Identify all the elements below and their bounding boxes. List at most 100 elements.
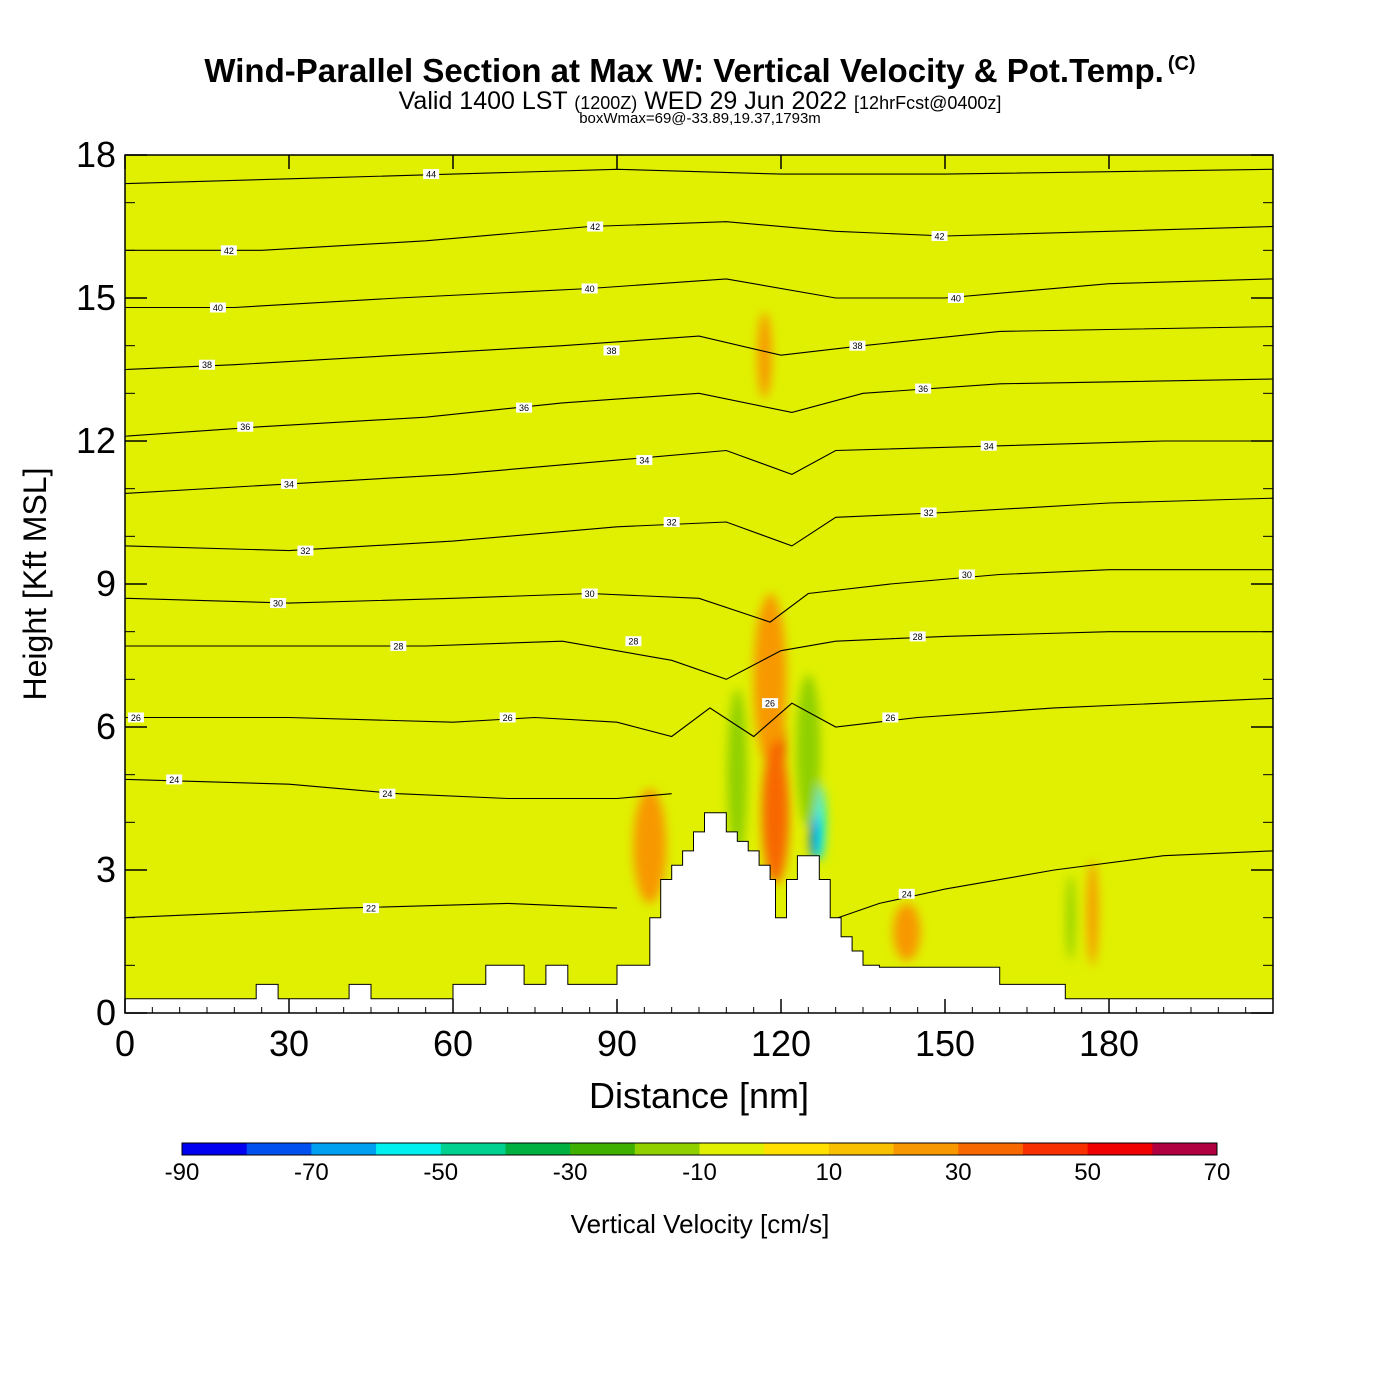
contour-label-bg xyxy=(166,774,183,785)
colorbar-swatch xyxy=(1022,1143,1089,1155)
colorbar-swatch xyxy=(1087,1143,1153,1155)
contour-label-44: 44 xyxy=(426,170,436,180)
contour-label-30: 30 xyxy=(962,570,972,580)
contour-label-32: 32 xyxy=(667,518,677,528)
x-tick-label: 150 xyxy=(915,1023,975,1064)
colorbar: -90 -70 -50 -30 -10 10 30 50 70 xyxy=(165,1142,1231,1186)
x-tick-label: 0 xyxy=(115,1023,135,1064)
contour-label-40: 40 xyxy=(951,294,961,304)
theta-contour-24 xyxy=(125,778,672,800)
colorbar-tick-label: -50 xyxy=(423,1159,458,1186)
contour-label-bg xyxy=(849,340,866,351)
colorbar-tick-label: 70 xyxy=(1204,1159,1231,1186)
colorbar-swatch xyxy=(764,1143,830,1155)
contour-label-32: 32 xyxy=(924,508,934,518)
valid-date: WED 29 Jun 2022 xyxy=(644,87,848,115)
contour-label-26: 26 xyxy=(885,713,895,723)
x-tick-label: 30 xyxy=(269,1023,309,1064)
contour-label-bg xyxy=(898,888,915,899)
y-tick-label: 9 xyxy=(96,563,116,604)
contour-label-bg xyxy=(423,169,440,180)
colorbar-swatch xyxy=(376,1143,442,1155)
valid-time: Valid 1400 LST xyxy=(398,87,568,115)
theta-contour-30 xyxy=(125,569,1273,623)
theta-contour-38 xyxy=(125,326,1273,371)
contour-label-24: 24 xyxy=(382,789,392,799)
x-tick-label: 180 xyxy=(1079,1023,1139,1064)
x-tick-label: 90 xyxy=(597,1023,637,1064)
contour-label-bg xyxy=(980,440,997,451)
contour-label-bg xyxy=(920,507,937,518)
contour-label-22: 22 xyxy=(366,904,376,914)
velocity-cell-9 xyxy=(810,812,818,861)
velocity-cell-7 xyxy=(1087,860,1099,966)
colorbar-tick-label: 30 xyxy=(945,1159,972,1186)
y-tick-label: 6 xyxy=(96,706,116,747)
contour-label-38: 38 xyxy=(607,346,617,356)
colorbar-swatch xyxy=(893,1143,959,1155)
contour-label-36: 36 xyxy=(519,403,529,413)
colorbar-frame xyxy=(181,1142,1218,1156)
contour-label-34: 34 xyxy=(284,479,294,489)
contour-label-bg xyxy=(297,545,314,556)
colorbar-swatch xyxy=(634,1143,700,1155)
contour-label-bg xyxy=(587,221,604,232)
contour-label-38: 38 xyxy=(853,341,863,351)
colorbar-swatch xyxy=(311,1143,377,1155)
colorbar-tick-label: -90 xyxy=(165,1159,200,1186)
contour-label-42: 42 xyxy=(935,232,945,242)
colorbar-tick-label: -30 xyxy=(553,1159,588,1186)
y-tick-label: 3 xyxy=(96,849,116,890)
contour-label-bg xyxy=(882,712,899,723)
contour-label-28: 28 xyxy=(628,637,638,647)
contour-label-bg xyxy=(625,636,642,647)
velocity-field xyxy=(633,312,1099,966)
x-axis-label: Distance [nm] xyxy=(589,1075,809,1116)
colorbar-tick-label: 10 xyxy=(816,1159,843,1186)
contour-label-bg xyxy=(516,402,533,413)
contour-label-bg xyxy=(762,698,779,709)
contour-label-bg xyxy=(915,383,932,394)
colorbar-swatch xyxy=(1152,1143,1218,1155)
chart-subtitle: Valid 1400 LST (1200Z) WED 29 Jun 2022 [… xyxy=(0,87,1400,116)
velocity-cell-2 xyxy=(757,312,772,399)
velocity-cell-6 xyxy=(893,903,921,961)
velocity-cell-12 xyxy=(750,417,768,608)
theta-contour-40 xyxy=(125,278,1273,309)
contour-label-bg xyxy=(209,302,226,313)
contour-label-36: 36 xyxy=(918,384,928,394)
contour-label-26: 26 xyxy=(765,699,775,709)
contour-label-bg xyxy=(603,345,620,356)
colorbar-swatch xyxy=(958,1143,1024,1155)
colorbar-swatch xyxy=(570,1143,636,1155)
plot-content: 22 24 24 24 26 26 26 26 28 28 28 30 30 30 32 32 32 34 34 34… xyxy=(125,155,1273,1013)
contour-label-bg xyxy=(220,245,237,256)
velocity-cell-10 xyxy=(796,674,821,828)
chart-title: Wind-Parallel Section at Max W: Vertical… xyxy=(204,52,1196,89)
contour-label-bg xyxy=(390,640,407,651)
y-tick-label: 12 xyxy=(76,420,116,461)
contour-label-24: 24 xyxy=(902,889,912,899)
contour-label-bg xyxy=(270,598,287,609)
contour-label-bg xyxy=(281,478,297,489)
colorbar-label: Vertical Velocity [cm/s] xyxy=(571,1209,830,1239)
theta-contour-32 xyxy=(125,497,1273,552)
velocity-cell-11 xyxy=(727,688,748,861)
plot-area: 22 24 24 24 26 26 26 26 28 28 28 30 30 30 32 32 32 34 34 34… xyxy=(125,155,1273,1013)
theta-contour-36 xyxy=(125,378,1273,437)
theta-contour-22 xyxy=(125,902,618,919)
colorbar-tick-label: -70 xyxy=(294,1159,329,1186)
y-tick-label: 18 xyxy=(76,134,116,175)
contour-label-34: 34 xyxy=(639,456,649,466)
contour-label-bg xyxy=(363,903,379,914)
contour-label-bg xyxy=(237,421,254,432)
theta-contours: 22 24 24 24 26 26 26 26 28 28 28 30 30 30 32 32 32 34 34 34… xyxy=(125,168,1273,923)
colorbar-tick-label: 50 xyxy=(1074,1159,1101,1186)
theta-contour-24 xyxy=(824,850,1273,923)
contour-label-26: 26 xyxy=(131,713,141,723)
theta-contour-42 xyxy=(125,221,1273,251)
contour-label-bg xyxy=(581,283,598,294)
x-tick-label: 60 xyxy=(433,1023,473,1064)
contour-label-32: 32 xyxy=(300,546,310,556)
